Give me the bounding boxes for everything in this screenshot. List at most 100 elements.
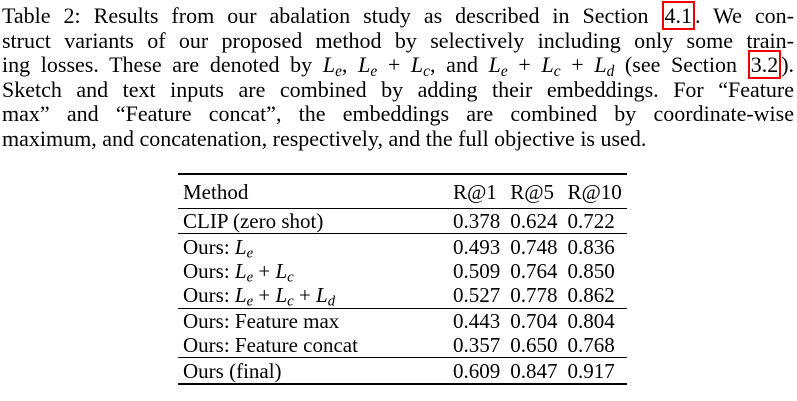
math: Le [234, 283, 253, 309]
math-var: L [358, 52, 371, 77]
math-subscript: c [423, 62, 431, 80]
math-var: L [275, 283, 288, 308]
text: max” and “Feature concat”, the embedding… [2, 101, 794, 126]
text: ). [781, 52, 795, 77]
math-subscript: e [500, 62, 508, 80]
value-cell: 0.804 [567, 308, 615, 333]
caption-line: ing losses. These are denoted by Le, Le … [2, 50, 795, 80]
method-cell: Ours: Le [178, 234, 448, 262]
math-subscript: c [553, 62, 561, 80]
header-row: Method R@1 R@5 R@10 [178, 174, 627, 209]
math-var: L [541, 52, 554, 77]
text: + [507, 52, 542, 77]
method-cell: Ours: Le + Lc + Ld [178, 283, 448, 311]
value-cell: 0.862 [567, 283, 615, 308]
math: Ld [316, 283, 336, 311]
math-var: L [322, 52, 336, 77]
table-row: Ours: Feature max 0.443 0.704 0.804 [178, 308, 627, 333]
method-cell: CLIP (zero shot) [178, 209, 448, 234]
value-cell: 0.378 [452, 209, 501, 234]
text: + [560, 52, 595, 77]
math-var: L [234, 283, 247, 308]
results-table: Method R@1 R@5 R@10 CLIP (zero shot) 0.378 0.… [178, 173, 627, 385]
text: Ours: Feature max [183, 308, 340, 333]
section-ref: 3.2 [747, 50, 782, 79]
math: Le [358, 52, 378, 80]
math-subscript: e [335, 62, 342, 80]
caption-line: max” and “Feature concat”, the embedding… [2, 101, 794, 127]
text: Ours: Feature concat [183, 333, 358, 358]
math-subscript: c [287, 269, 294, 286]
text: struct variants of our proposed method b… [2, 27, 794, 53]
value-cell: 0.722 [567, 209, 615, 234]
row-group: Ours: Le 0.493 0.748 0.836 Ours: Le + Lc 0.50… [178, 234, 627, 311]
math-var: L [410, 52, 424, 77]
text: ing losses. These are denoted by [2, 52, 323, 77]
value-cell: 0.778 [510, 283, 558, 308]
value-cell: 0.917 [567, 358, 615, 383]
caption-line: maximum, and concatenation, respectively… [2, 125, 794, 152]
table-header: Method R@1 R@5 R@10 [178, 174, 627, 209]
text: CLIP (zero shot) [183, 209, 324, 234]
value-cell: 0.850 [567, 258, 615, 283]
method-cell: Ours: Feature concat [178, 333, 448, 358]
math-subscript: e [370, 62, 378, 80]
value-cell: 0.443 [452, 308, 501, 333]
table-row: Ours: Feature concat 0.357 0.650 0.768 [178, 333, 627, 358]
text: , and [430, 52, 489, 77]
text: Ours: [183, 258, 235, 283]
text: Ours: [183, 234, 235, 259]
text: Ours: [183, 283, 235, 308]
text: + [253, 283, 276, 308]
table-row: CLIP (zero shot) 0.378 0.624 0.722 [178, 209, 627, 234]
method-cell: Ours: Le + Lc [178, 258, 448, 286]
text: + [253, 258, 276, 283]
text: . We con- [695, 3, 795, 28]
value-cell: 0.650 [510, 333, 558, 358]
column-header: Method [183, 179, 249, 204]
text: Ours (final) [183, 358, 282, 383]
row-group: Ours (final) 0.609 0.847 0.917 [178, 358, 627, 384]
math: Lc [541, 52, 561, 80]
column-header: R@10 [567, 179, 622, 204]
text: Sketch and text inputs are combined by a… [2, 76, 794, 102]
text: + [293, 283, 317, 308]
math: Lc [275, 283, 293, 309]
value-cell: 0.836 [567, 234, 615, 259]
math: Ld [594, 52, 615, 80]
math-var: L [234, 234, 247, 259]
math-subscript: e [246, 269, 254, 286]
value-cell: 0.764 [510, 258, 558, 283]
value-cell: 0.357 [452, 333, 501, 358]
text: maximum, and concatenation, respectively… [2, 125, 647, 151]
caption-line: struct variants of our proposed method b… [2, 27, 794, 54]
math-var: L [488, 52, 501, 77]
math: Le [322, 52, 342, 80]
value-cell: 0.509 [452, 258, 501, 283]
math: Lc [275, 259, 294, 286]
text: (see Section [614, 52, 748, 77]
method-cell: Ours: Feature max [178, 308, 448, 333]
value-cell: 0.609 [452, 358, 501, 383]
text: , [341, 52, 359, 77]
row-group: Ours: Feature max 0.443 0.704 0.804 Ours: Fe… [178, 308, 627, 358]
math-subscript: e [246, 245, 254, 262]
section-ref: 4.1 [661, 1, 696, 30]
table-row: Ours: Le + Lc + Ld 0.527 0.778 0.862 [178, 283, 627, 311]
math-subscript: d [606, 62, 615, 80]
text: Table 2: Results from our abalation stud… [2, 3, 662, 28]
value-cell: 0.748 [510, 234, 558, 259]
math: Le [234, 258, 254, 286]
value-cell: 0.768 [567, 333, 615, 358]
value-cell: 0.704 [510, 308, 558, 333]
table-row: Ours: Le + Lc 0.509 0.764 0.850 [178, 258, 627, 286]
math: Lc [410, 52, 431, 80]
table-row: Ours: Le 0.493 0.748 0.836 [178, 234, 627, 262]
math-var: L [234, 258, 247, 283]
column-header: R@5 [510, 179, 555, 204]
caption-line: Sketch and text inputs are combined by a… [2, 76, 794, 103]
text: + [377, 52, 411, 77]
method-cell: Ours (final) [178, 358, 448, 384]
math-subscript: d [327, 294, 336, 311]
